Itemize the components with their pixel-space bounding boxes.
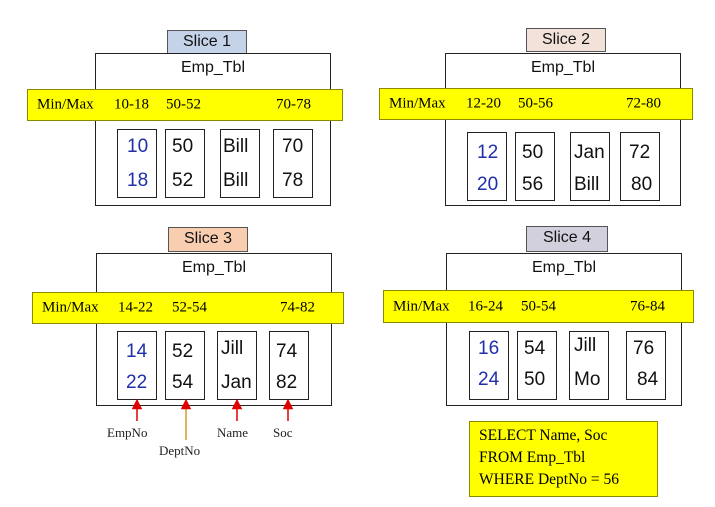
cell-value: 82 (276, 372, 298, 393)
slice-4-name-column: Jill Mo (569, 331, 609, 400)
name-label: Name (217, 425, 249, 440)
cell-value: Jan (574, 142, 605, 163)
slice-1-soc-column: 70 78 (273, 129, 313, 198)
cell-value: Bill (223, 136, 249, 157)
soc-range: 74-82 (280, 299, 315, 316)
slice-1-tab: Slice 1 (167, 30, 247, 54)
deptno-range: 50-54 (521, 298, 556, 314)
table-name: Emp_Tbl (181, 259, 247, 276)
slice-3-deptno-column: 52 54 (165, 331, 205, 400)
slice-2-deptno-column: 50 56 (515, 132, 555, 201)
slice-4-empno-column: 16 24 (469, 331, 509, 400)
cell-value: Jill (574, 335, 597, 356)
minmax-label: Min/Max (42, 299, 99, 316)
cell-value: 54 (172, 372, 194, 393)
slice-3-minmax-bar: Min/Max 14-22 52-54 74-82 (32, 292, 344, 324)
minmax-label: Min/Max (37, 96, 94, 113)
deptno-label: DeptNo (159, 443, 201, 458)
cell-value: 24 (478, 369, 500, 390)
cell-value: 56 (522, 174, 544, 195)
cell-value: 76 (633, 338, 655, 359)
soc-range: 76-84 (630, 298, 665, 314)
slice-2-name-column: Jan Bill (570, 132, 610, 201)
slice-2-empno-column: 12 20 (467, 132, 507, 201)
soc-label: Soc (273, 425, 293, 440)
cell-value: 50 (172, 136, 194, 157)
slice-1-name-column: Bill Bill (220, 129, 260, 198)
slice-1-empno-column: 10 18 (117, 129, 157, 198)
empno-label: EmpNo (107, 425, 148, 440)
sql-select-line: SELECT Name, Soc (479, 427, 608, 444)
empno-range: 16-24 (468, 298, 503, 314)
cell-value: 10 (127, 136, 149, 157)
cell-value: 74 (276, 341, 298, 362)
deptno-range: 52-54 (172, 299, 207, 316)
cell-value: 14 (126, 341, 148, 362)
empno-range: 14-22 (118, 299, 153, 316)
cell-value: 20 (477, 174, 499, 195)
slice-4-deptno-column: 54 50 (517, 331, 557, 400)
sql-query-box: SELECT Name, Soc FROM Emp_Tbl WHERE Dept… (469, 421, 658, 497)
cell-value: Bill (574, 174, 600, 195)
slice-1-deptno-column: 50 52 (165, 129, 205, 198)
slice-3-empno-column: 14 22 (117, 331, 157, 400)
sql-from-line: FROM Emp_Tbl (479, 449, 586, 466)
empno-range: 10-18 (114, 96, 149, 113)
minmax-label: Min/Max (389, 95, 446, 112)
cell-value: 22 (126, 372, 148, 393)
cell-value: 52 (172, 170, 194, 191)
empno-range: 12-20 (466, 95, 501, 112)
slice-4-soc-column: 76 84 (626, 331, 666, 400)
slice-3-soc-column: 74 82 (269, 331, 309, 400)
soc-range: 72-80 (626, 95, 661, 112)
cell-value: 50 (524, 369, 546, 390)
cell-value: Mo (574, 369, 601, 390)
cell-value: 72 (629, 142, 651, 163)
cell-value: Bill (223, 170, 249, 191)
slice-2-minmax-bar: Min/Max 12-20 50-56 72-80 (379, 88, 693, 120)
deptno-range: 50-52 (166, 96, 201, 113)
cell-value: 52 (172, 341, 194, 362)
table-name: Emp_Tbl (530, 59, 596, 76)
slice-2-soc-column: 72 80 (620, 132, 660, 201)
sql-where-line: WHERE DeptNo = 56 (479, 471, 620, 488)
cell-value: Jill (221, 338, 244, 359)
cell-value: 18 (127, 170, 149, 191)
slice-4-minmax-bar: Min/Max 16-24 50-54 76-84 (383, 290, 694, 323)
cell-value: 84 (637, 369, 659, 390)
minmax-label: Min/Max (393, 298, 450, 314)
cell-value: 80 (631, 174, 653, 195)
slice-4-tab: Slice 4 (526, 226, 608, 252)
cell-value: 50 (522, 142, 544, 163)
slice-3-name-column: Jill Jan (217, 331, 257, 400)
cell-value: 54 (524, 338, 546, 359)
slice-3-tab: Slice 3 (168, 227, 248, 252)
table-name: Emp_Tbl (531, 259, 597, 276)
table-name: Emp_Tbl (180, 59, 246, 76)
cell-value: 78 (282, 170, 304, 191)
cell-value: 12 (477, 142, 499, 163)
cell-value: Jan (221, 372, 252, 393)
soc-range: 70-78 (276, 96, 311, 113)
deptno-range: 50-56 (518, 95, 553, 112)
cell-value: 16 (478, 338, 500, 359)
slice-2-tab: Slice 2 (526, 28, 606, 52)
slice-1-minmax-bar: Min/Max 10-18 50-52 70-78 (27, 89, 343, 121)
cell-value: 70 (282, 136, 304, 157)
